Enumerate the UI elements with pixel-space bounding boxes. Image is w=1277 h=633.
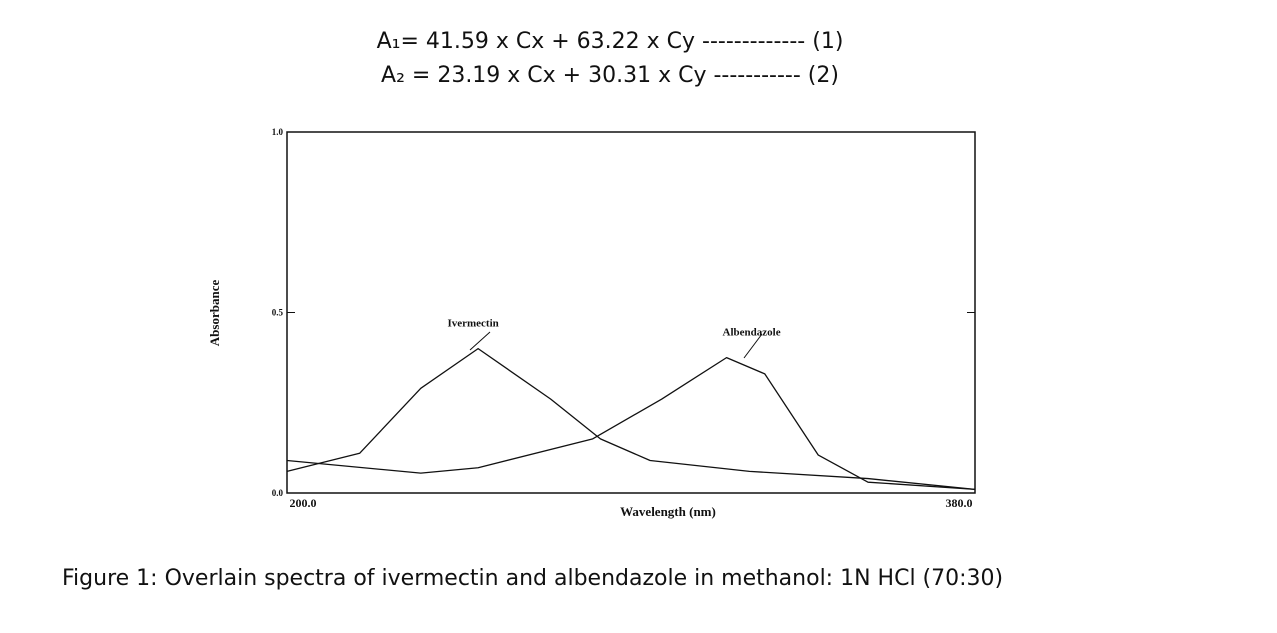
- y-axis-label: Absorbance: [207, 280, 222, 347]
- equation: A₁= 41.59 x Cx + 63.22 x Cy ------------…: [377, 29, 844, 54]
- x-tick-label: 380.0: [946, 496, 973, 510]
- equation: A₂ = 23.19 x Cx + 30.31 x Cy -----------…: [381, 63, 839, 88]
- y-tick-label: 0.0: [272, 488, 284, 498]
- x-tick-label: 200.0: [290, 496, 317, 510]
- spectrum-line: [286, 356, 976, 491]
- series-label: Ivermectin: [447, 318, 498, 330]
- leader-line: [743, 333, 763, 359]
- series-label: Albendazole: [723, 327, 781, 339]
- x-axis-label: Wavelength (nm): [620, 504, 716, 519]
- caption: Figure 1: Overlain spectra of ivermectin…: [62, 566, 1003, 591]
- y-tick-label: 1.0: [272, 127, 284, 137]
- y-tick-label: 0.5: [272, 308, 284, 318]
- spectrum-line: [286, 347, 976, 491]
- leader-line: [469, 331, 491, 351]
- plot-frame: [286, 131, 976, 494]
